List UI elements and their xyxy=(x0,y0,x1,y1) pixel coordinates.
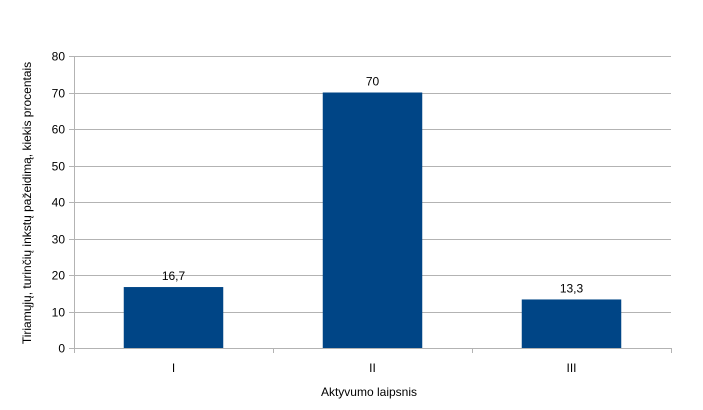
data-labels: 16,7 70 13,3 xyxy=(162,75,584,296)
y-tick-label: 50 xyxy=(52,160,66,174)
x-axis-title: Aktyvumo laipsnis xyxy=(321,385,417,399)
y-tick-label: 30 xyxy=(52,233,66,247)
data-label: 13,3 xyxy=(560,281,584,295)
y-tick-label: 60 xyxy=(52,123,66,137)
y-tick-label: 0 xyxy=(58,342,65,356)
axes xyxy=(69,56,672,353)
data-label: 70 xyxy=(366,75,380,89)
bar xyxy=(521,299,622,348)
bar xyxy=(322,92,423,348)
y-tick-label: 80 xyxy=(52,50,66,64)
x-tick-label: II xyxy=(369,361,376,375)
y-axis-title: Tiriamųjų, turinčių inkstų pažeidimą, ki… xyxy=(20,62,34,344)
x-tick-label: III xyxy=(566,361,576,375)
y-tick-label: 70 xyxy=(52,87,66,101)
bar xyxy=(123,287,224,348)
y-tick-label: 20 xyxy=(52,269,66,283)
bars xyxy=(123,92,622,348)
y-tick-label: 40 xyxy=(52,196,66,210)
data-label: 16,7 xyxy=(162,269,186,283)
x-tick-label: I xyxy=(172,361,175,375)
y-tick-label: 10 xyxy=(52,306,66,320)
